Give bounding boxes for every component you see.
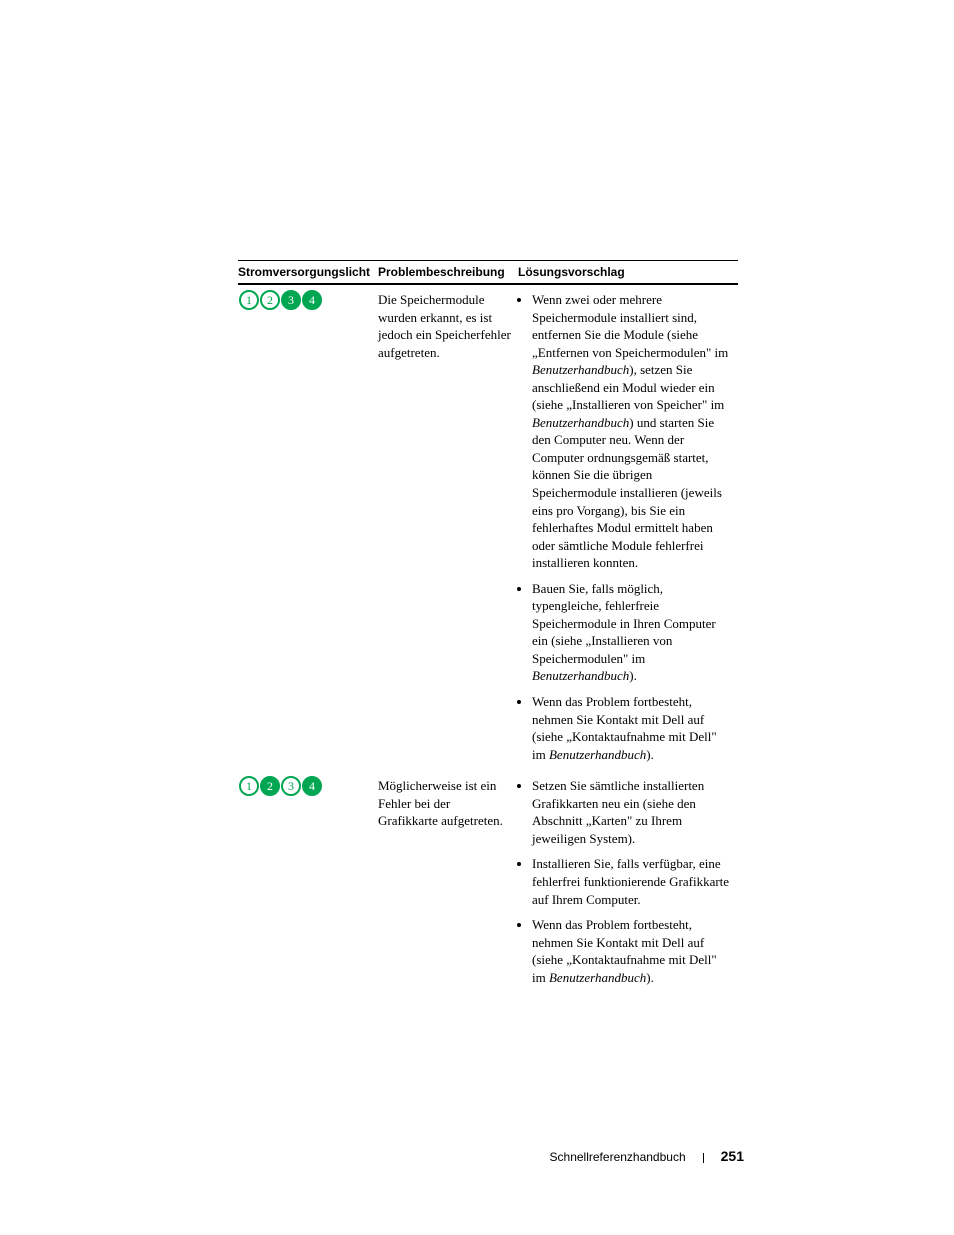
solution-item: Bauen Sie, falls möglich, typengleiche, … [532, 580, 732, 685]
svg-text:4: 4 [309, 779, 315, 793]
problem-description: Die Speichermodule wurden erkannt, es is… [378, 285, 518, 771]
header-col2: Problembeschreibung [378, 261, 518, 283]
page: Stromversorgungslicht Problembeschreibun… [0, 0, 954, 1235]
header-col3: Lösungsvorschlag [518, 261, 738, 283]
solution-list: Setzen Sie sämtliche installierten Grafi… [532, 777, 732, 986]
solution-item: Wenn das Problem fortbesteht, nehmen Sie… [532, 693, 732, 763]
solution-item: Wenn das Problem fortbesteht, nehmen Sie… [532, 916, 732, 986]
solution-cell: Setzen Sie sämtliche installierten Grafi… [518, 771, 738, 994]
svg-text:2: 2 [267, 293, 273, 307]
solution-item: Wenn zwei oder mehrere Speichermodule in… [532, 291, 732, 572]
svg-text:3: 3 [288, 293, 294, 307]
svg-text:1: 1 [246, 293, 252, 307]
problem-description: Möglicherweise ist ein Fehler bei der Gr… [378, 771, 518, 994]
solution-item: Setzen Sie sämtliche installierten Grafi… [532, 777, 732, 847]
diagnostic-table: Stromversorgungslicht Problembeschreibun… [238, 260, 738, 994]
svg-text:4: 4 [309, 293, 315, 307]
diagnostic-lights-icon: 1 2 3 4 [238, 771, 378, 994]
table-row: 1 2 3 4 Die Speichermodule wurden erkannt, e… [238, 285, 738, 771]
svg-text:2: 2 [267, 779, 273, 793]
svg-text:3: 3 [288, 779, 294, 793]
solution-cell: Wenn zwei oder mehrere Speichermodule in… [518, 285, 738, 771]
solution-list: Wenn zwei oder mehrere Speichermodule in… [532, 291, 732, 763]
solution-item: Installieren Sie, falls verfügbar, eine … [532, 855, 732, 908]
footer-separator [703, 1153, 704, 1163]
header-row: Stromversorgungslicht Problembeschreibun… [238, 261, 738, 283]
table-row: 1 2 3 4 Möglicherweise ist ein Fehler bei de… [238, 771, 738, 994]
page-footer: Schnellreferenzhandbuch 251 [550, 1148, 744, 1165]
header-col1: Stromversorgungslicht [238, 261, 378, 283]
diagnostic-lights-icon: 1 2 3 4 [238, 285, 378, 771]
svg-text:1: 1 [246, 779, 252, 793]
footer-title: Schnellreferenzhandbuch [550, 1150, 686, 1164]
footer-page-number: 251 [721, 1148, 744, 1164]
